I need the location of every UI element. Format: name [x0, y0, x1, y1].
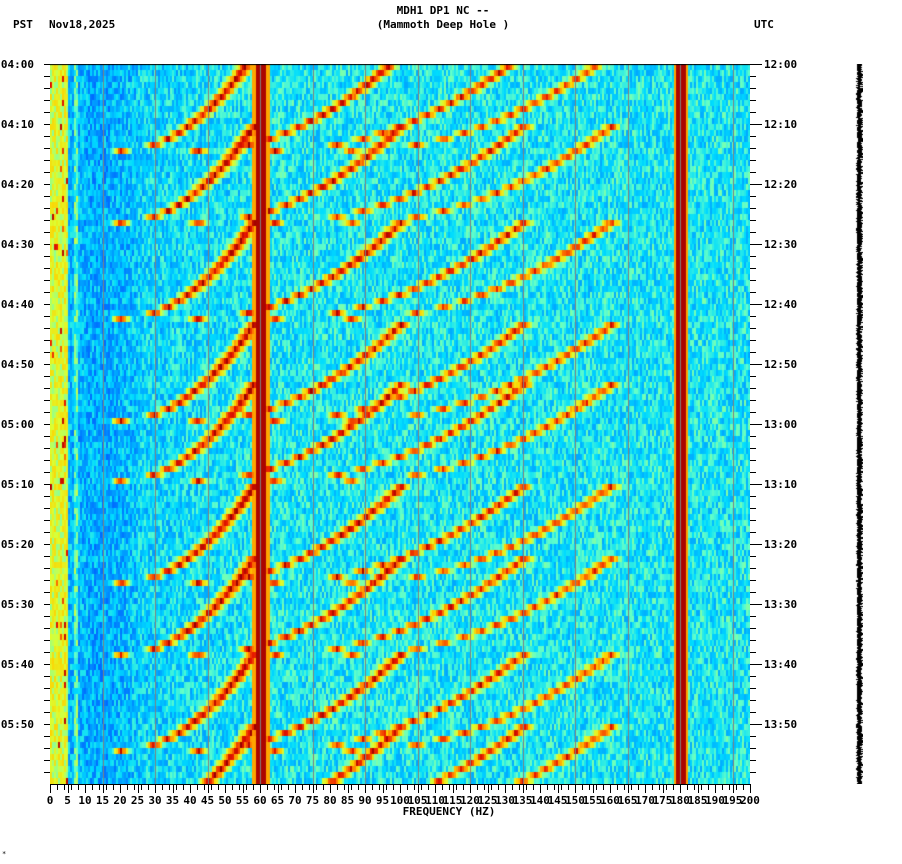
y-left-tick-label: 05:10	[1, 478, 34, 491]
right-timezone-label: UTC	[754, 18, 774, 31]
y-left-tick-label: 04:10	[1, 118, 34, 131]
x-axis-label: FREQUENCY (HZ)	[402, 805, 496, 818]
y-right-tick-label: 13:00	[764, 418, 797, 431]
y-right-tick-label: 12:50	[764, 358, 797, 371]
y-right-tick-label: 13:40	[764, 658, 797, 671]
amplitude-trace-strip	[855, 64, 863, 784]
station-name: (Mammoth Deep Hole )	[376, 18, 510, 31]
left-timezone-label: PST	[13, 18, 33, 31]
y-left-tick-label: 05:20	[1, 538, 34, 551]
y-right-tick-label: 12:00	[764, 58, 797, 71]
y-right-tick-label: 13:50	[764, 718, 797, 731]
y-right-tick-label: 12:30	[764, 238, 797, 251]
y-left-tick-label: 04:50	[1, 358, 34, 371]
y-left-tick-label: 04:30	[1, 238, 34, 251]
y-right-tick-label: 12:10	[764, 118, 797, 131]
y-right-tick-label: 13:20	[764, 538, 797, 551]
spectrogram-canvas	[50, 64, 750, 784]
y-left-tick-label: 05:00	[1, 418, 34, 431]
footer-mark: *	[2, 850, 7, 858]
y-right-tick-label: 13:10	[764, 478, 797, 491]
y-left-tick-label: 05:30	[1, 598, 34, 611]
y-left-tick-label: 04:40	[1, 298, 34, 311]
date-label: Nov18,2025	[49, 18, 116, 31]
y-right-tick-label: 12:20	[764, 178, 797, 191]
y-left-tick-label: 04:00	[1, 58, 34, 71]
y-right-tick-label: 13:30	[764, 598, 797, 611]
station-title: MDH1 DP1 NC --	[396, 4, 490, 17]
y-left-tick-label: 04:20	[1, 178, 34, 191]
spectrogram-plot	[50, 64, 750, 784]
y-left-tick-label: 05:50	[1, 718, 34, 731]
y-right-tick-label: 12:40	[764, 298, 797, 311]
y-left-tick-label: 05:40	[1, 658, 34, 671]
